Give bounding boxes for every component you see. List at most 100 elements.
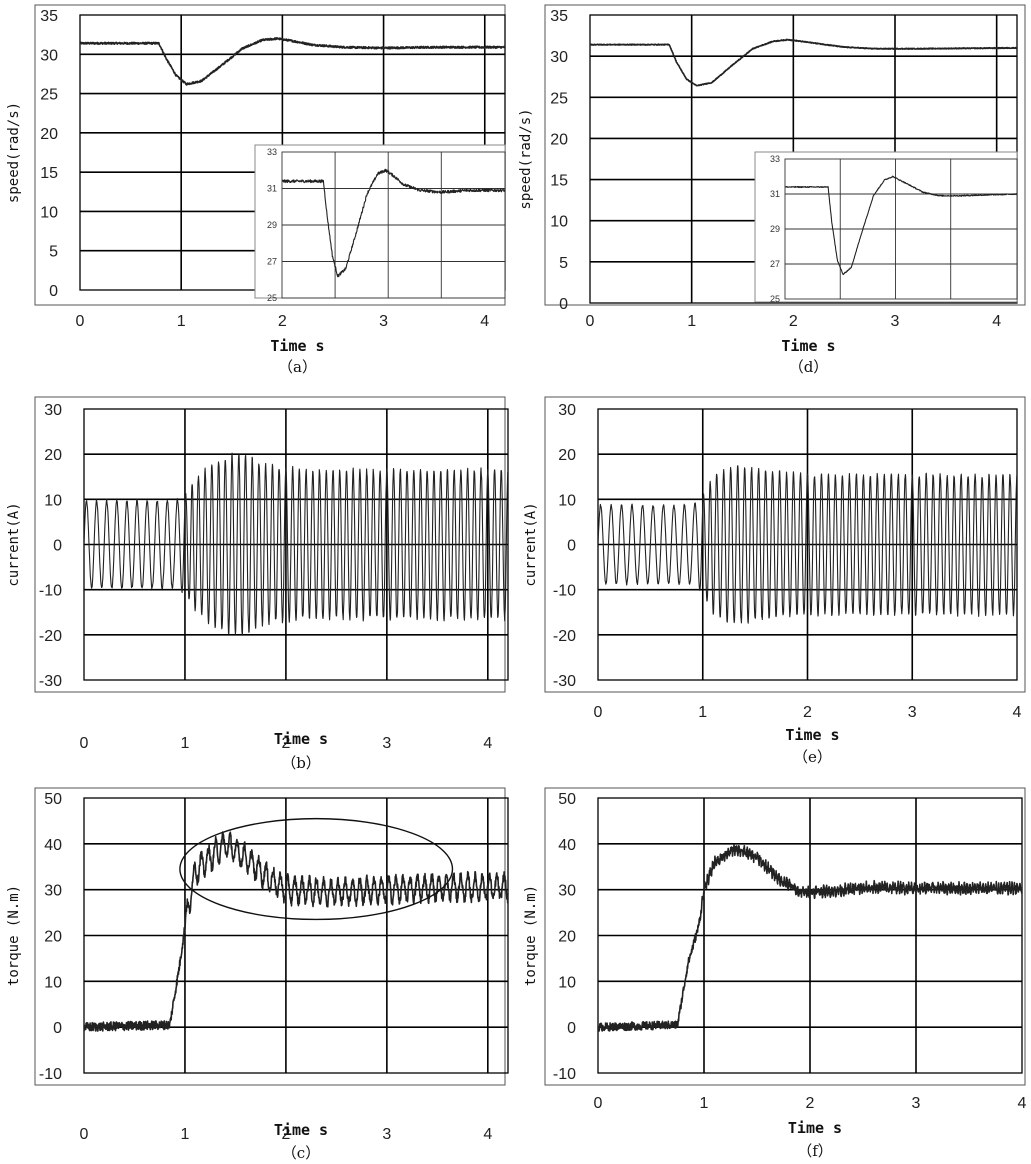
x-tick-label: 1 bbox=[177, 313, 186, 330]
y-tick-label: 0 bbox=[53, 1020, 62, 1037]
y-tick-label: -30 bbox=[39, 673, 62, 690]
x-tick-label: 3 bbox=[908, 704, 917, 721]
series-line bbox=[84, 452, 508, 636]
panel-caption: （c） bbox=[282, 1144, 320, 1162]
x-tick-label: 0 bbox=[80, 735, 89, 752]
chart-panel-c: -10 0 10 20 30 40 50 0 1 2 3 4 torque (N.m) Time s （c） bbox=[6, 787, 509, 1162]
y-tick-label: 15 bbox=[550, 173, 568, 190]
x-tick-label: 2 bbox=[803, 704, 812, 721]
y-tick-label: -30 bbox=[553, 673, 576, 690]
x-axis-title: Time s bbox=[270, 337, 324, 355]
series-line bbox=[84, 831, 508, 1032]
y-tick-label: 10 bbox=[550, 214, 568, 231]
y-tick-label: 15 bbox=[40, 165, 58, 182]
y-tick-label: 50 bbox=[44, 791, 62, 808]
x-axis-title: Time s bbox=[785, 726, 839, 744]
y-tick-label: 30 bbox=[40, 47, 58, 64]
y-tick-label: 20 bbox=[550, 131, 568, 148]
inset-series-line bbox=[282, 168, 505, 278]
x-axis-title: Time s bbox=[781, 337, 835, 355]
inset-y-tick-label: 25 bbox=[267, 293, 277, 303]
x-tick-label: 2 bbox=[281, 1126, 290, 1143]
y-tick-label: 35 bbox=[40, 8, 58, 25]
y-tick-label: 10 bbox=[558, 492, 576, 509]
panel-border bbox=[544, 787, 1026, 1086]
y-axis-title: current(A) bbox=[523, 502, 539, 586]
series-line bbox=[598, 844, 1022, 1032]
y-tick-label: 25 bbox=[550, 90, 568, 107]
x-tick-label: 0 bbox=[594, 704, 603, 721]
x-tick-label: 2 bbox=[278, 313, 287, 330]
chart-panel-b: -30 -20 -10 0 10 20 30 0 1 2 3 4 current(A) Time s （b） bbox=[6, 396, 509, 772]
x-tick-label: 1 bbox=[698, 704, 707, 721]
inset-background bbox=[254, 144, 506, 299]
y-tick-label: 40 bbox=[44, 837, 62, 854]
x-tick-label: 4 bbox=[483, 735, 492, 752]
x-tick-label: 0 bbox=[586, 313, 595, 330]
y-tick-label: 30 bbox=[550, 49, 568, 66]
y-tick-label: 10 bbox=[44, 492, 62, 509]
inset-y-tick-label: 29 bbox=[770, 224, 780, 234]
y-tick-label: -10 bbox=[39, 583, 62, 600]
x-tick-label: 0 bbox=[594, 1095, 603, 1112]
y-tick-label: 10 bbox=[44, 974, 62, 991]
chart-panel-d: 0 5 10 15 20 25 30 35 0 1 2 3 4 speed(rad/s) Time s （d）… bbox=[518, 4, 1026, 376]
y-tick-label: 5 bbox=[49, 244, 58, 261]
zoom-inset: 25 27 29 31 33 bbox=[254, 144, 506, 303]
series-line bbox=[598, 465, 1017, 624]
x-tick-label: 1 bbox=[180, 1126, 189, 1143]
y-tick-label: 30 bbox=[558, 883, 576, 900]
y-tick-label: 50 bbox=[558, 791, 576, 808]
x-tick-label: 0 bbox=[80, 1126, 89, 1143]
chart-panel-f: -10 0 10 20 30 40 50 0 1 2 3 4 torque (N.m) Time s （f） bbox=[523, 787, 1027, 1160]
x-tick-label: 1 bbox=[180, 735, 189, 752]
y-axis-title: torque (N.m) bbox=[6, 885, 22, 986]
inset-y-tick-label: 33 bbox=[770, 154, 780, 164]
y-axis-title: speed(rad/s) bbox=[518, 108, 534, 209]
y-tick-label: 20 bbox=[40, 126, 58, 143]
x-tick-label: 1 bbox=[700, 1095, 709, 1112]
panel-border bbox=[544, 4, 1026, 306]
x-tick-label: 4 bbox=[480, 313, 489, 330]
series-line bbox=[590, 38, 1017, 87]
y-tick-label: 35 bbox=[550, 8, 568, 25]
chart-panel-e: -30 -20 -10 0 10 20 30 0 1 2 3 4 current(A) Time s （e） bbox=[523, 396, 1026, 766]
y-tick-label: -10 bbox=[553, 1066, 576, 1083]
y-tick-label: 0 bbox=[567, 538, 576, 555]
inset-y-tick-label: 29 bbox=[267, 220, 277, 230]
y-tick-label: 10 bbox=[558, 974, 576, 991]
x-tick-label: 3 bbox=[382, 735, 391, 752]
x-tick-label: 2 bbox=[281, 735, 290, 752]
y-axis-title: speed(rad/s) bbox=[6, 102, 22, 203]
y-axis-title: current(A) bbox=[6, 502, 22, 586]
inset-series-line bbox=[785, 175, 1017, 276]
y-tick-label: 0 bbox=[567, 1020, 576, 1037]
panel-caption: （d） bbox=[789, 358, 829, 376]
panel-caption: （a） bbox=[278, 358, 317, 376]
inset-y-tick-label: 27 bbox=[770, 259, 780, 269]
y-tick-label: 10 bbox=[40, 204, 58, 221]
y-tick-label: 20 bbox=[44, 929, 62, 946]
x-tick-label: 3 bbox=[912, 1095, 921, 1112]
x-axis-title: Time s bbox=[274, 1121, 328, 1139]
y-tick-label: 5 bbox=[559, 255, 568, 272]
panel-border bbox=[544, 396, 1026, 693]
y-tick-label: 20 bbox=[44, 447, 62, 464]
panel-caption: （e） bbox=[793, 748, 832, 766]
y-tick-label: -10 bbox=[553, 583, 576, 600]
y-tick-label: -10 bbox=[39, 1066, 62, 1083]
inset-y-tick-label: 31 bbox=[770, 189, 780, 199]
y-tick-label: 30 bbox=[44, 402, 62, 419]
x-tick-label: 2 bbox=[806, 1095, 815, 1112]
highlight-ellipse bbox=[179, 817, 454, 921]
x-tick-label: 3 bbox=[891, 313, 900, 330]
y-tick-label: 0 bbox=[559, 296, 568, 313]
panel-caption: （f） bbox=[797, 1142, 833, 1160]
y-tick-label: 0 bbox=[53, 538, 62, 555]
y-tick-label: 20 bbox=[558, 447, 576, 464]
y-tick-label: 20 bbox=[558, 929, 576, 946]
inset-y-tick-label: 25 bbox=[770, 294, 780, 304]
panel-border bbox=[34, 787, 506, 1086]
inset-y-tick-label: 33 bbox=[267, 147, 277, 157]
